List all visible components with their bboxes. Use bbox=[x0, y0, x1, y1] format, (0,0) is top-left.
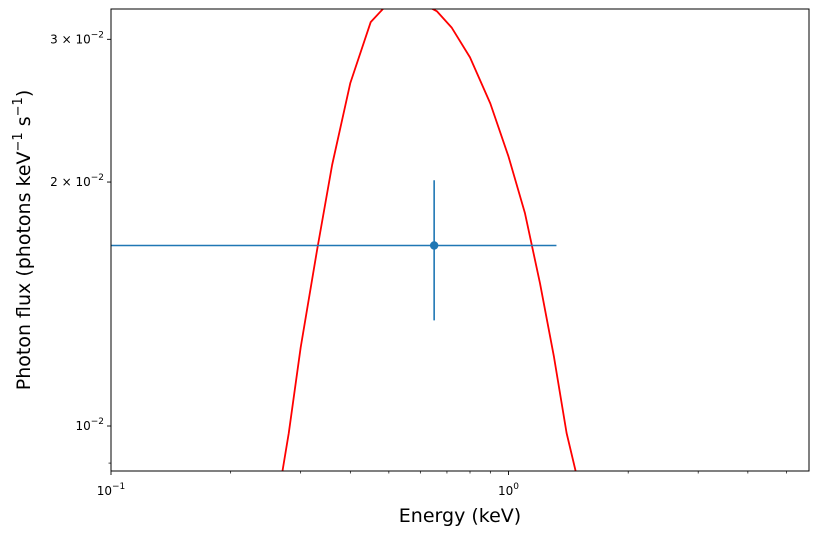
y-axis-label: Photon flux (photons keV−1 s−1) bbox=[11, 90, 35, 391]
y-tick-label: 10−2 bbox=[75, 417, 104, 433]
x-tick-label: 100 bbox=[498, 482, 519, 498]
y-tick-label: 3 × 10−2 bbox=[50, 30, 104, 46]
data-point bbox=[429, 241, 439, 250]
x-axis-label: Energy (keV) bbox=[399, 505, 521, 527]
x-tick-label: 10−1 bbox=[97, 482, 126, 498]
plot-frame bbox=[110, 8, 810, 472]
y-tick-label: 2 × 10−2 bbox=[50, 173, 104, 189]
model-curve bbox=[281, 9, 577, 471]
